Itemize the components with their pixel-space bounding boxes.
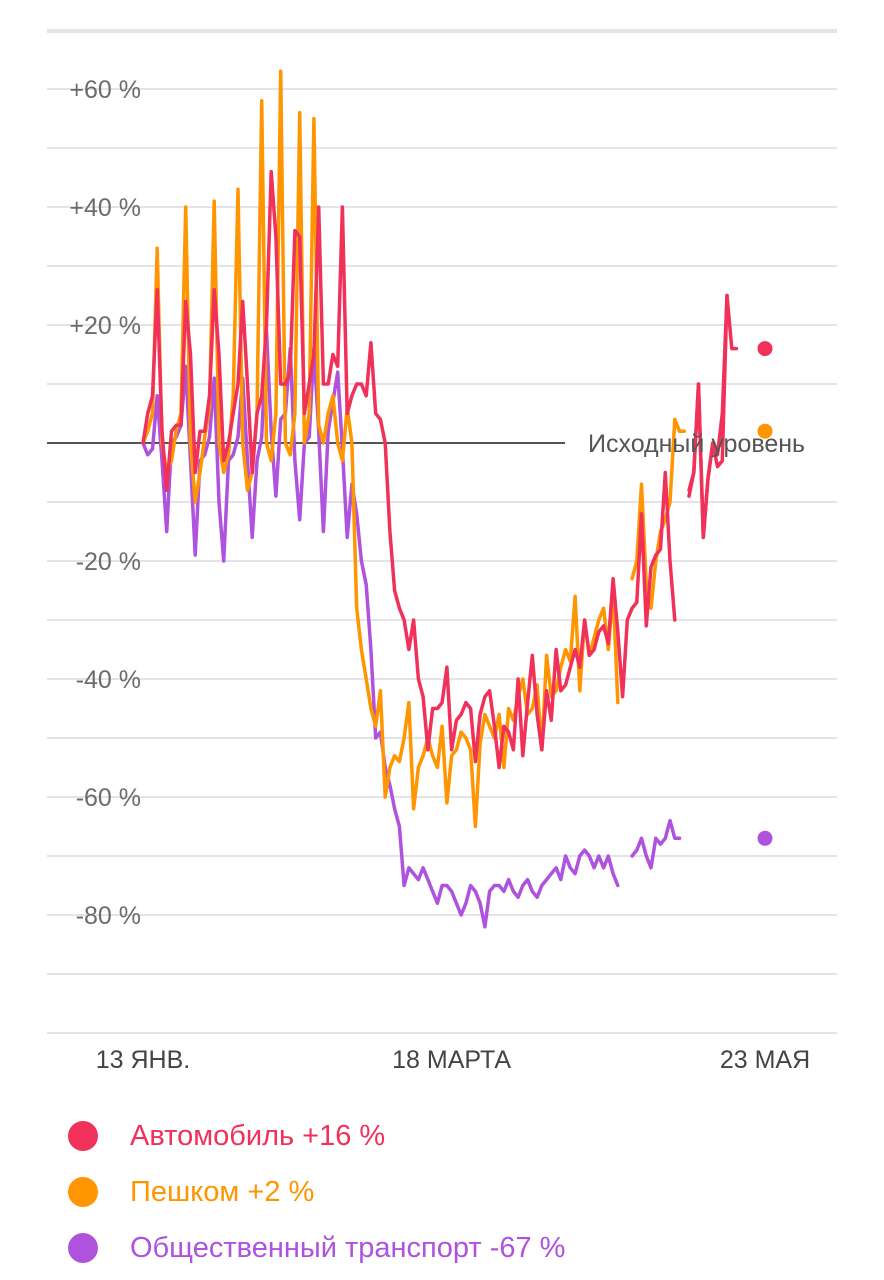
legend: Автомобиль +16 % Пешком +2 % Общественны…	[68, 1108, 565, 1276]
walking-legend-label: Пешком +2 %	[130, 1175, 315, 1208]
series-line-1	[141, 69, 687, 829]
legend-item-transit[interactable]: Общественный транспорт -67 %	[68, 1220, 565, 1276]
series-end-dot-1	[757, 423, 773, 439]
y-tick-label: +20 %	[69, 312, 141, 340]
y-tick-label: +40 %	[69, 194, 141, 222]
y-tick-label: +60 %	[69, 76, 141, 104]
car-legend-dot	[68, 1121, 98, 1151]
series-line-0-tail	[687, 293, 739, 540]
y-tick-label: -40 %	[76, 666, 141, 694]
legend-item-car[interactable]: Автомобиль +16 %	[68, 1108, 565, 1164]
series-line-2	[141, 329, 682, 929]
x-tick-label: 18 МАРТА	[392, 1046, 511, 1074]
y-tick-label: -80 %	[76, 902, 141, 930]
line-chart: +60 % +40 % +20 % -20 % -40 % -60 % -80 % 13 ЯН…	[47, 29, 837, 1074]
series-end-dot-0	[757, 341, 773, 357]
y-tick-label: -60 %	[76, 784, 141, 812]
x-tick-label: 23 МАЯ	[720, 1046, 810, 1074]
transit-legend-dot	[68, 1233, 98, 1263]
baseline-label: Исходный уровень	[588, 430, 805, 458]
transit-legend-label: Общественный транспорт -67 %	[130, 1231, 566, 1264]
x-tick-label: 13 ЯНВ.	[96, 1046, 190, 1074]
series-end-dot-2	[757, 830, 773, 846]
car-legend-label: Автомобиль +16 %	[130, 1119, 386, 1152]
y-tick-label: -20 %	[76, 548, 141, 576]
walking-legend-dot	[68, 1177, 98, 1207]
legend-item-walking[interactable]: Пешком +2 %	[68, 1164, 565, 1220]
